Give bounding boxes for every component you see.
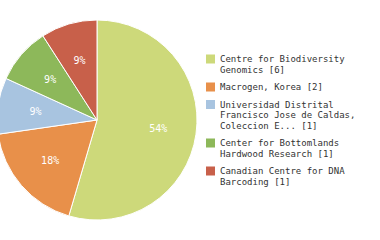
data-label: 9%: [30, 106, 42, 117]
legend-label: Universidad DistritalFrancisco Jose de C…: [220, 100, 355, 131]
legend-swatch: [206, 167, 215, 176]
pie: [0, 20, 197, 220]
legend-swatch: [206, 100, 215, 109]
data-label: 18%: [41, 155, 59, 166]
legend-label: Canadian Centre for DNABarcoding [1]: [220, 166, 345, 187]
data-label: 9%: [74, 55, 86, 66]
legend-label: Center for BottomlandsHardwood Research …: [220, 138, 339, 159]
pie-slice: [43, 20, 97, 120]
legend-swatch: [206, 139, 215, 148]
legend: Centre for BiodiversityGenomics [6] Macro…: [206, 54, 355, 187]
legend-swatch: [206, 55, 215, 64]
data-label: 54%: [149, 123, 167, 134]
data-label: 9%: [44, 74, 56, 85]
chart-container: 54% 18% 9% 9% 9% Centre for BiodiversityGenom…: [0, 0, 380, 240]
data-labels: 54% 18% 9% 9% 9%: [30, 55, 168, 166]
legend-label: Centre for BiodiversityGenomics [6]: [220, 54, 345, 75]
legend-swatch: [206, 83, 215, 92]
legend-label: Macrogen, Korea [2]: [220, 82, 323, 92]
pie-slice: [0, 120, 97, 216]
chart: 54% 18% 9% 9% 9% Centre for BiodiversityGenom…: [0, 0, 380, 240]
